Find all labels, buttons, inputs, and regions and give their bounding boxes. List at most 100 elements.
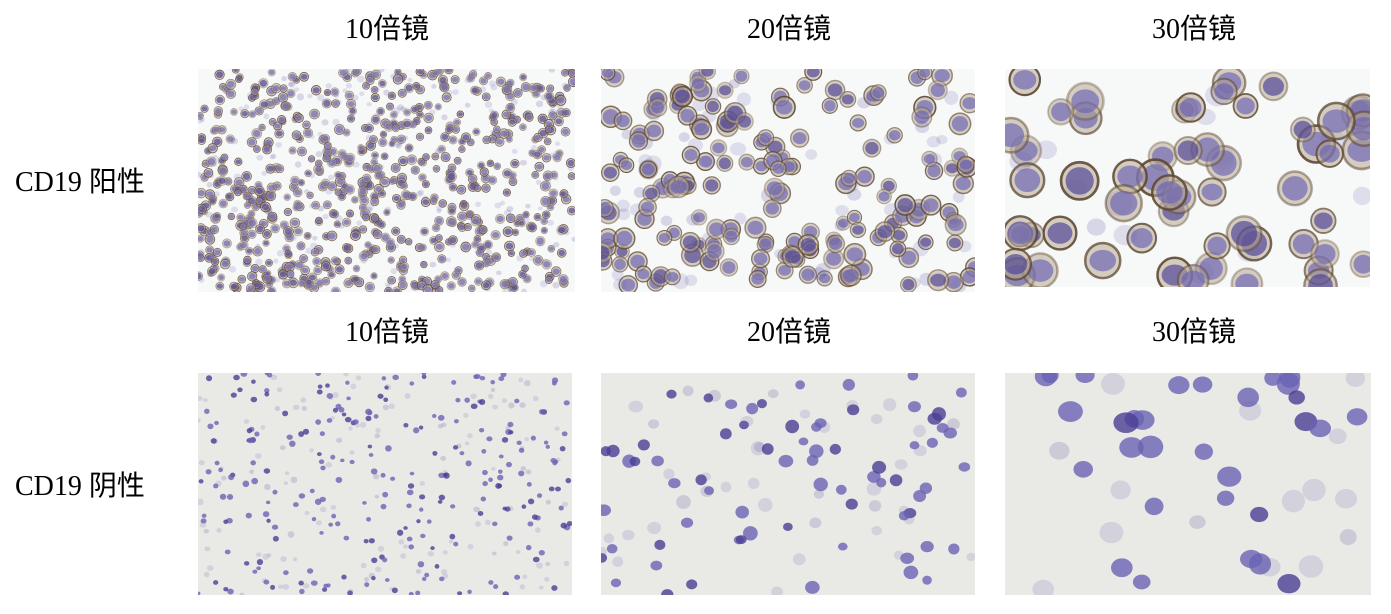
header-row-1-col-2: 20倍镜 — [746, 14, 831, 45]
cell — [440, 569, 448, 575]
cell — [554, 486, 561, 492]
cell — [874, 221, 896, 242]
cell — [206, 181, 213, 188]
cell — [356, 220, 363, 226]
cell — [325, 383, 330, 388]
cell — [948, 112, 972, 136]
cell — [423, 100, 433, 110]
cell — [216, 528, 222, 533]
header-row-2-col-2: 20倍镜 — [746, 317, 831, 348]
cell — [370, 272, 378, 280]
cell — [390, 162, 401, 173]
cell — [441, 92, 452, 103]
cell — [543, 137, 552, 146]
cell — [404, 393, 411, 399]
cell — [431, 83, 437, 89]
cell — [518, 377, 524, 383]
cell — [507, 276, 518, 288]
cell — [436, 208, 442, 213]
cell — [958, 462, 971, 472]
cell — [1302, 478, 1326, 502]
cell — [227, 588, 234, 595]
cell — [210, 438, 217, 444]
cell — [274, 405, 281, 412]
cell — [805, 149, 818, 160]
cell — [639, 160, 658, 179]
cell — [473, 506, 480, 513]
cell — [245, 283, 256, 292]
cell — [1137, 435, 1164, 459]
cell — [267, 210, 275, 218]
cell — [213, 191, 220, 197]
cell — [290, 175, 300, 186]
cell — [254, 185, 265, 197]
cell — [406, 154, 418, 165]
cell — [341, 574, 347, 580]
cell — [365, 408, 372, 415]
cell — [519, 123, 527, 131]
cell — [265, 500, 271, 505]
cell — [508, 402, 515, 409]
cell — [374, 433, 381, 439]
cell — [611, 256, 629, 273]
cell — [276, 387, 283, 393]
cell — [477, 511, 484, 516]
cell — [959, 92, 975, 114]
cell — [250, 263, 260, 273]
cell — [312, 256, 322, 266]
cell — [219, 493, 227, 500]
cell — [410, 105, 419, 114]
cell — [422, 153, 430, 161]
cell — [309, 203, 315, 209]
cell — [494, 202, 502, 209]
cell — [255, 258, 263, 266]
cell — [842, 378, 855, 391]
cell — [230, 392, 237, 398]
cell — [926, 152, 942, 168]
cell — [900, 276, 917, 292]
cell — [311, 516, 317, 522]
cell — [525, 203, 531, 209]
cell — [198, 136, 206, 145]
cell — [525, 544, 532, 551]
cell — [770, 160, 787, 177]
cell — [320, 133, 331, 144]
cell — [540, 226, 548, 235]
cell — [493, 584, 499, 590]
cell — [357, 75, 365, 83]
cell — [344, 90, 355, 101]
cell — [506, 78, 515, 87]
cell — [544, 577, 550, 582]
cell — [1288, 390, 1305, 405]
cell — [198, 118, 203, 124]
cell — [519, 402, 526, 408]
cell — [247, 209, 256, 218]
cell — [480, 496, 487, 502]
cell — [520, 82, 531, 93]
cell — [370, 468, 378, 475]
cell — [522, 215, 530, 223]
cell — [622, 529, 635, 541]
cell — [1189, 515, 1206, 529]
cell — [266, 518, 271, 523]
cell — [457, 277, 467, 287]
cell — [437, 423, 443, 429]
cell — [490, 84, 498, 91]
cell — [302, 428, 310, 435]
cell — [542, 170, 554, 181]
cell — [355, 423, 360, 428]
cell — [822, 248, 845, 270]
cell — [370, 86, 379, 94]
cell — [437, 499, 443, 504]
cell — [198, 203, 207, 215]
cell — [849, 114, 867, 132]
cell — [884, 203, 899, 217]
cell — [265, 163, 276, 174]
cell — [1083, 241, 1122, 280]
cell — [309, 108, 320, 120]
cell — [555, 141, 560, 146]
cell — [198, 591, 201, 595]
cell — [566, 205, 575, 216]
cell — [342, 128, 351, 137]
cell — [304, 188, 310, 195]
